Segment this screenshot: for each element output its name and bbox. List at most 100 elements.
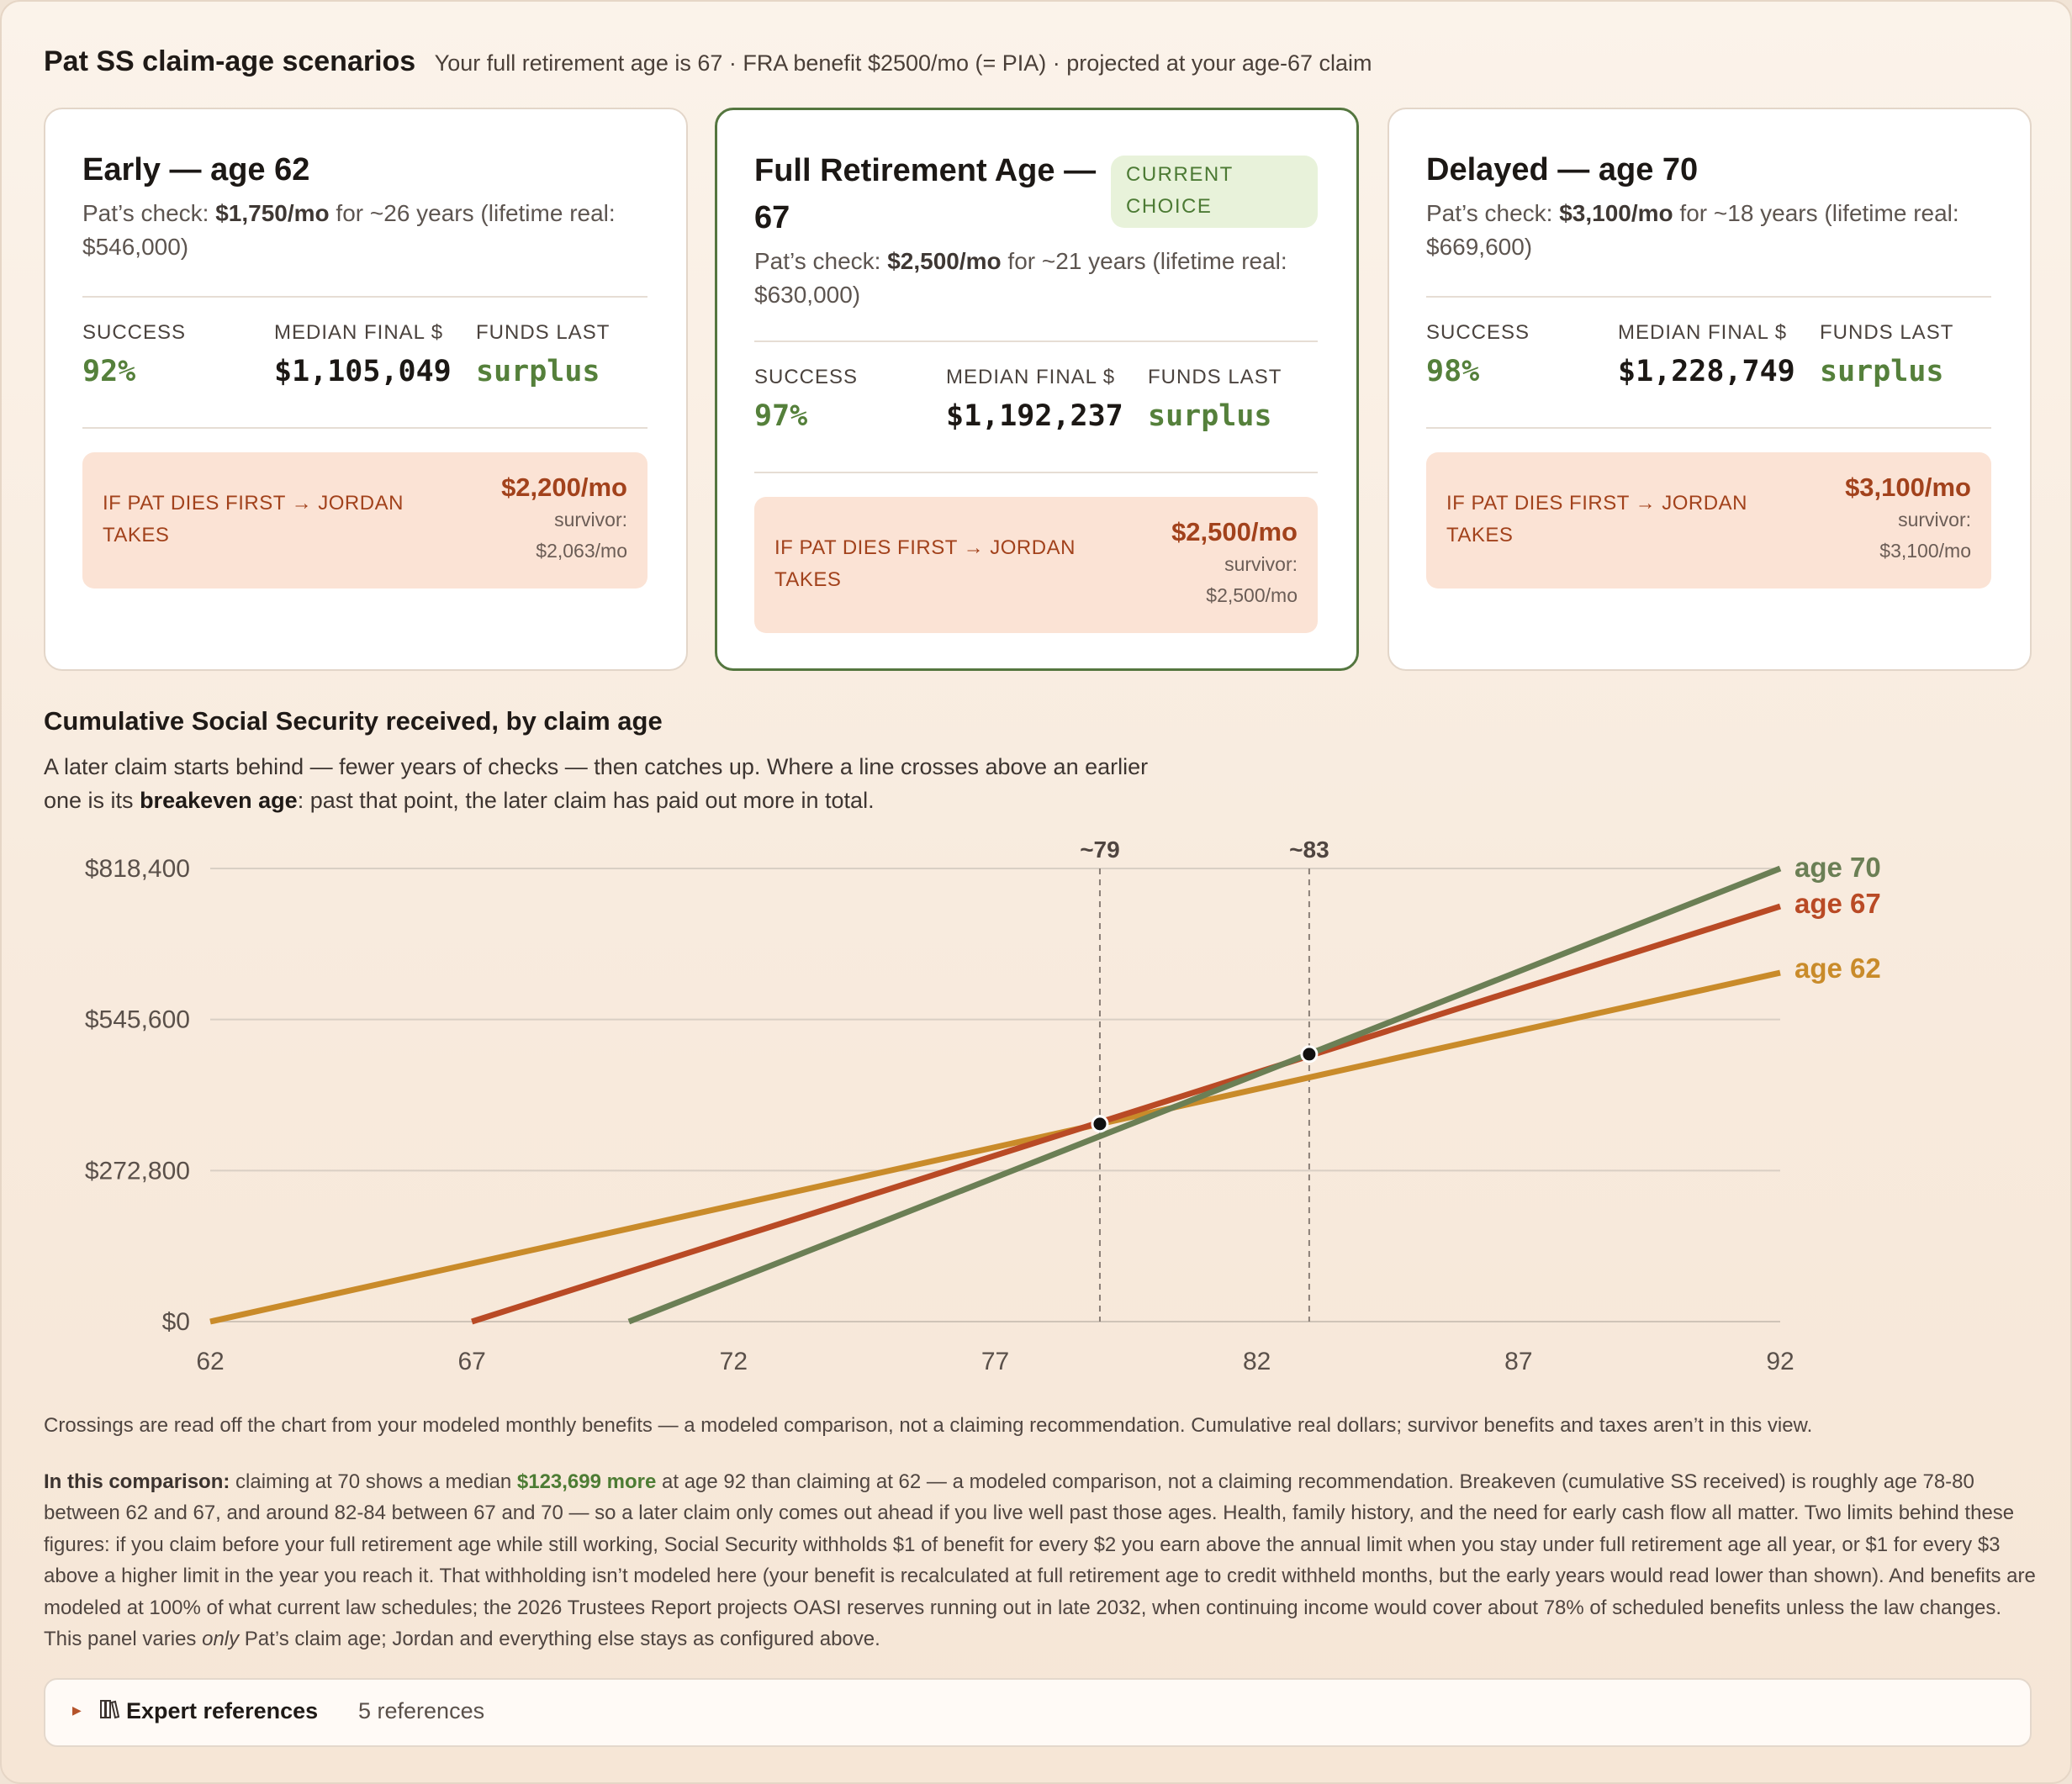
divider — [1426, 296, 1991, 298]
check-prefix: Pat’s check: — [82, 200, 216, 226]
survivor-label: IF PAT DIES FIRST → JORDAN TAKES — [103, 492, 404, 546]
survivor-word: survivor: — [554, 509, 627, 530]
median-label: MEDIAN FINAL $ — [946, 366, 1116, 388]
median-value: $1,228,749 — [1618, 355, 1795, 388]
chart-description: A later claim starts behind — fewer year… — [44, 750, 1154, 817]
funds-label: FUNDS LAST — [1148, 366, 1282, 388]
comparison-italic: only — [202, 1628, 240, 1651]
check-amount: $2,500/mo — [887, 248, 1002, 274]
scenario-card-early[interactable]: Early — age 62 Pat’s check: $1,750/mo fo… — [44, 108, 688, 671]
comparison-label: In this comparison: — [44, 1470, 230, 1493]
card-title: Delayed — age 70 — [1426, 152, 1699, 187]
check-amount: $1,750/mo — [215, 200, 330, 226]
card-check-text: Pat’s check: $3,100/mo for ~18 years (li… — [1426, 197, 1991, 264]
y-tick-label: $0 — [162, 1308, 190, 1336]
funds-value: surplus — [1820, 355, 1944, 388]
check-amount: $3,100/mo — [1559, 200, 1673, 226]
breakeven-label: ~79 — [1080, 837, 1120, 863]
check-rest: for ~21 years (lifetime real: $630,000) — [754, 248, 1287, 308]
series-line-age-70 — [627, 865, 1782, 1325]
success-value: 97% — [754, 399, 808, 433]
check-rest: for ~18 years (lifetime real: $669,600) — [1426, 200, 1959, 260]
survivor-label: IF PAT DIES FIRST → JORDAN TAKES — [1446, 492, 1747, 546]
median-value: $1,192,237 — [946, 399, 1123, 433]
scenario-card-fra[interactable]: Full Retirement Age — 67 CURRENT CHOICE … — [715, 108, 1359, 671]
references-label: Expert references — [126, 1698, 319, 1723]
references-count: 5 references — [358, 1698, 485, 1723]
x-tick-label: 82 — [1243, 1348, 1271, 1375]
x-tick-label: 92 — [1766, 1348, 1794, 1375]
divider — [1426, 427, 1991, 429]
check-rest: for ~26 years (lifetime real: $546,000) — [82, 200, 616, 260]
success-value: 98% — [1426, 355, 1480, 388]
comparison-highlight: $123,699 more — [516, 1470, 657, 1493]
divider — [82, 427, 648, 429]
median-label: MEDIAN FINAL $ — [274, 321, 444, 344]
x-tick-label: 67 — [457, 1348, 485, 1375]
breakeven-point — [1300, 1045, 1319, 1064]
median-value: $1,105,049 — [274, 355, 452, 388]
crossings-note: Crossings are read off the chart from yo… — [44, 1414, 1813, 1437]
chart-title: Cumulative Social Security received, by … — [44, 706, 663, 736]
breakeven-point — [1091, 1115, 1109, 1133]
median-label: MEDIAN FINAL $ — [1618, 321, 1788, 344]
caret-right-icon: ▶ — [72, 1703, 82, 1717]
card-check-text: Pat’s check: $2,500/mo for ~21 years (li… — [754, 245, 1318, 312]
survivor-amount: $2,500/mo — [1171, 517, 1298, 546]
y-tick-label: $272,800 — [85, 1157, 190, 1185]
card-stats: SUCCESS 97% MEDIAN FINAL $ $1,192,237 FUND… — [754, 342, 1318, 451]
card-title: Early — age 62 — [82, 152, 310, 187]
breakeven-label: ~83 — [1289, 837, 1329, 863]
survivor-value: $2,063/mo — [536, 540, 627, 562]
scenario-card-delayed[interactable]: Delayed — age 70 Pat’s check: $3,100/mo … — [1388, 108, 2032, 671]
survivor-value: $3,100/mo — [1879, 540, 1971, 562]
survivor-word: survivor: — [1898, 509, 1971, 530]
series-label: age 67 — [1794, 888, 1881, 919]
desc-bold: breakeven age — [140, 788, 298, 813]
survivor-box: IF PAT DIES FIRST → JORDAN TAKES $3,100/… — [1426, 452, 1991, 589]
funds-value: surplus — [476, 355, 600, 388]
card-stats: SUCCESS 98% MEDIAN FINAL $ $1,228,749 FUND… — [1426, 298, 1991, 407]
series-line-age-67 — [471, 903, 1782, 1325]
x-tick-label: 72 — [720, 1348, 748, 1375]
series-line-age-62 — [209, 969, 1781, 1325]
success-label: SUCCESS — [82, 321, 187, 344]
panel-subtitle: Your full retirement age is 67 · FRA ben… — [434, 50, 1372, 76]
survivor-word: survivor: — [1224, 553, 1298, 575]
funds-value: surplus — [1148, 399, 1272, 433]
funds-label: FUNDS LAST — [1820, 321, 1954, 344]
desc-text: A later claim starts behind — fewer year… — [44, 754, 1149, 813]
survivor-label: IF PAT DIES FIRST → JORDAN TAKES — [774, 536, 1076, 591]
comparison-text: claiming at 70 shows a median — [230, 1470, 517, 1493]
x-tick-label: 62 — [196, 1348, 224, 1375]
series-label: age 70 — [1794, 852, 1881, 883]
survivor-amount: $3,100/mo — [1845, 472, 1971, 502]
divider — [754, 472, 1318, 473]
survivor-box: IF PAT DIES FIRST → JORDAN TAKES $2,500/… — [754, 497, 1318, 633]
expert-references-toggle[interactable]: ▶ Expert references 5 references — [44, 1678, 2032, 1747]
check-prefix: Pat’s check: — [754, 248, 888, 274]
survivor-box: IF PAT DIES FIRST → JORDAN TAKES $2,200/… — [82, 452, 648, 589]
x-tick-label: 87 — [1504, 1348, 1532, 1375]
survivor-value: $2,500/mo — [1206, 584, 1298, 606]
success-label: SUCCESS — [1426, 321, 1530, 344]
card-check-text: Pat’s check: $1,750/mo for ~26 years (li… — [82, 197, 648, 264]
cumulative-ss-chart: $0 $272,800 $545,600 $818,400 62 67 72 77 82 87 92… — [85, 837, 1881, 1375]
comparison-text: at age 92 than claiming at 62 — a modele… — [44, 1470, 2036, 1651]
y-tick-label: $545,600 — [85, 1006, 190, 1034]
desc-text: : past that point, the later claim has p… — [297, 788, 875, 813]
divider — [754, 340, 1318, 342]
panel-header: Pat SS claim-age scenarios Your full ret… — [44, 45, 1372, 78]
current-choice-badge: CURRENT CHOICE — [1111, 156, 1318, 228]
x-tick-label: 77 — [981, 1348, 1009, 1375]
check-prefix: Pat’s check: — [1426, 200, 1560, 226]
card-stats: SUCCESS 92% MEDIAN FINAL $ $1,105,049 FUND… — [82, 298, 648, 407]
card-title: Full Retirement Age — 67 — [754, 153, 1097, 235]
success-value: 92% — [82, 355, 136, 388]
divider — [82, 296, 648, 298]
books-icon — [100, 1700, 119, 1719]
survivor-amount: $2,200/mo — [501, 472, 627, 502]
success-label: SUCCESS — [754, 366, 859, 388]
series-label: age 62 — [1794, 953, 1881, 984]
